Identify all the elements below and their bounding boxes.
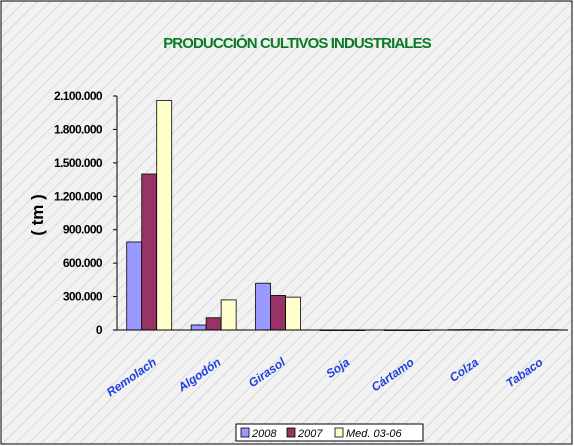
y-tick-label: 300.000: [63, 290, 103, 304]
legend-label: 2007: [297, 428, 323, 440]
y-tick-label: 600.000: [63, 256, 103, 270]
y-axis: 0 300.000 600.000 900.000 1.200.000 1.500.000…: [54, 89, 117, 337]
legend-box: [235, 423, 424, 442]
legend: 2008 2007 Med. 03-06: [235, 423, 424, 442]
y-tick-label: 0: [96, 323, 103, 337]
y-tick-label: 1.500.000: [54, 156, 103, 170]
bar: [126, 241, 143, 331]
bars: [126, 100, 559, 331]
bar: [255, 282, 271, 331]
bar: [156, 100, 173, 331]
y-tick-label: 1.800.000: [54, 122, 103, 136]
legend-swatch: [334, 427, 344, 438]
y-tick-label: 1.200.000: [54, 189, 103, 203]
bar: [285, 296, 301, 331]
legend-swatch: [286, 427, 296, 438]
chart-title: PRODUCCIÓN CULTIVOS INDUSTRIALES: [163, 34, 431, 52]
bar: [141, 173, 158, 331]
legend-label: 2008: [251, 428, 277, 440]
y-tick-label: 2.100.000: [54, 89, 103, 103]
bar: [220, 299, 237, 331]
y-tick-label: 900.000: [63, 223, 103, 237]
legend-label: Med. 03-06: [346, 428, 403, 440]
bar: [270, 295, 286, 331]
y-axis-label: ( tm ): [28, 194, 47, 236]
bar: [190, 324, 207, 331]
bar: [205, 317, 222, 331]
legend-swatch: [240, 427, 250, 438]
